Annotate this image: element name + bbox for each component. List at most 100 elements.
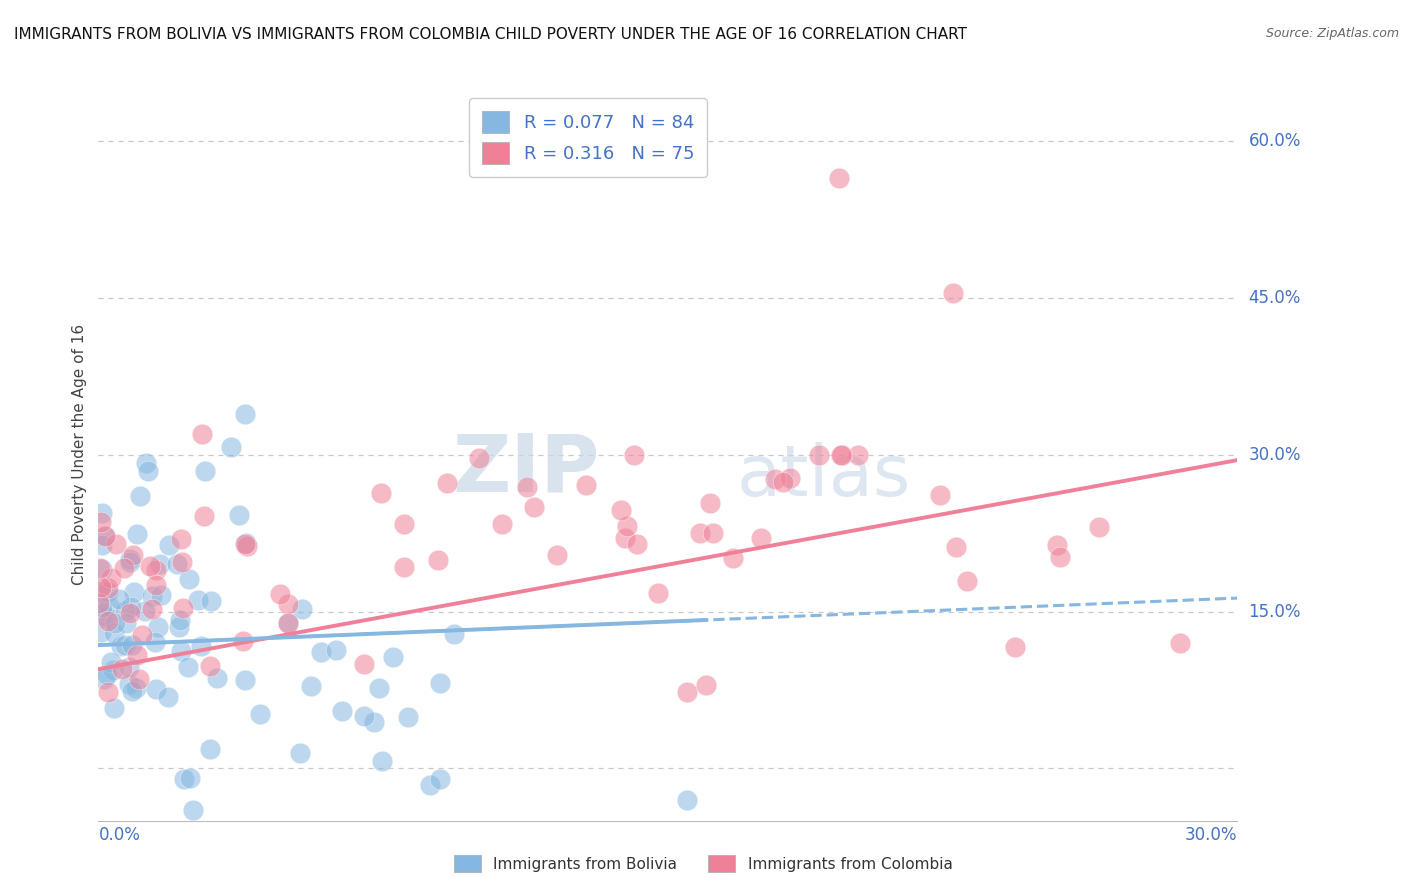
Point	[183, 803, 205, 817]
Point	[149, 588, 172, 602]
Point	[89, 596, 111, 610]
Point	[228, 508, 250, 522]
Point	[381, 649, 404, 664]
Point	[232, 634, 254, 648]
Text: ZIP: ZIP	[453, 431, 599, 508]
Point	[676, 793, 699, 807]
Point	[127, 527, 149, 541]
Point	[170, 644, 193, 658]
Point	[575, 478, 598, 492]
Point	[396, 710, 419, 724]
Point	[170, 555, 193, 569]
Point	[194, 464, 217, 478]
Point	[141, 589, 163, 603]
Point	[141, 602, 163, 616]
Point	[467, 451, 489, 466]
Legend: Immigrants from Bolivia, Immigrants from Colombia: Immigrants from Bolivia, Immigrants from…	[446, 847, 960, 880]
Point	[1004, 640, 1026, 655]
Point	[172, 601, 194, 615]
Point	[205, 671, 228, 685]
Point	[689, 525, 711, 540]
Point	[179, 572, 201, 586]
Legend: R = 0.077   N = 84, R = 0.316   N = 75: R = 0.077 N = 84, R = 0.316 N = 75	[470, 98, 707, 177]
Point	[290, 746, 312, 760]
Point	[695, 678, 717, 692]
Point	[831, 448, 853, 462]
Point	[491, 517, 513, 532]
Point	[89, 560, 111, 574]
Point	[236, 539, 259, 553]
Point	[157, 538, 180, 552]
Text: 30.0%: 30.0%	[1249, 446, 1301, 464]
Point	[772, 475, 794, 490]
Point	[429, 676, 451, 690]
Point	[763, 472, 786, 486]
Point	[198, 658, 221, 673]
Point	[149, 558, 172, 572]
Point	[330, 704, 353, 718]
Point	[114, 604, 136, 618]
Point	[219, 440, 242, 454]
Point	[135, 456, 157, 470]
Point	[249, 707, 271, 722]
Point	[125, 648, 148, 662]
Point	[94, 609, 117, 624]
Point	[120, 555, 142, 569]
Point	[118, 660, 141, 674]
Point	[104, 616, 127, 631]
Point	[699, 496, 721, 510]
Point	[190, 640, 212, 654]
Point	[100, 655, 122, 669]
Y-axis label: Child Poverty Under the Age of 16: Child Poverty Under the Age of 16	[72, 325, 87, 585]
Point	[105, 537, 128, 551]
Point	[370, 486, 392, 500]
Point	[193, 508, 215, 523]
Point	[277, 616, 299, 631]
Point	[235, 673, 257, 687]
Point	[131, 628, 153, 642]
Point	[616, 518, 638, 533]
Point	[299, 679, 322, 693]
Point	[277, 597, 299, 611]
Point	[91, 538, 114, 552]
Point	[89, 584, 111, 599]
Point	[187, 593, 209, 607]
Point	[749, 531, 772, 545]
Point	[114, 638, 136, 652]
Point	[97, 684, 120, 698]
Point	[647, 585, 669, 599]
Point	[429, 772, 451, 786]
Point	[723, 551, 745, 566]
Text: 30.0%: 30.0%	[1185, 826, 1237, 844]
Point	[269, 587, 291, 601]
Point	[128, 673, 150, 687]
Point	[145, 563, 167, 577]
Point	[419, 778, 441, 792]
Point	[100, 571, 122, 585]
Point	[830, 448, 852, 462]
Point	[200, 593, 222, 607]
Point	[233, 407, 256, 421]
Point	[96, 668, 118, 682]
Point	[125, 681, 148, 696]
Point	[235, 535, 257, 549]
Point	[191, 427, 214, 442]
Point	[309, 645, 332, 659]
Point	[157, 690, 180, 705]
Point	[91, 562, 114, 576]
Point	[145, 578, 167, 592]
Point	[676, 685, 699, 699]
Point	[523, 500, 546, 515]
Point	[121, 549, 143, 563]
Point	[176, 660, 198, 674]
Point	[121, 638, 143, 652]
Point	[97, 614, 120, 628]
Point	[609, 503, 631, 517]
Point	[198, 741, 221, 756]
Point	[392, 516, 415, 531]
Point	[97, 585, 120, 599]
Point	[179, 771, 201, 785]
Text: IMMIGRANTS FROM BOLIVIA VS IMMIGRANTS FROM COLOMBIA CHILD POVERTY UNDER THE AGE : IMMIGRANTS FROM BOLIVIA VS IMMIGRANTS FR…	[14, 27, 967, 42]
Point	[94, 529, 117, 543]
Point	[90, 624, 112, 639]
